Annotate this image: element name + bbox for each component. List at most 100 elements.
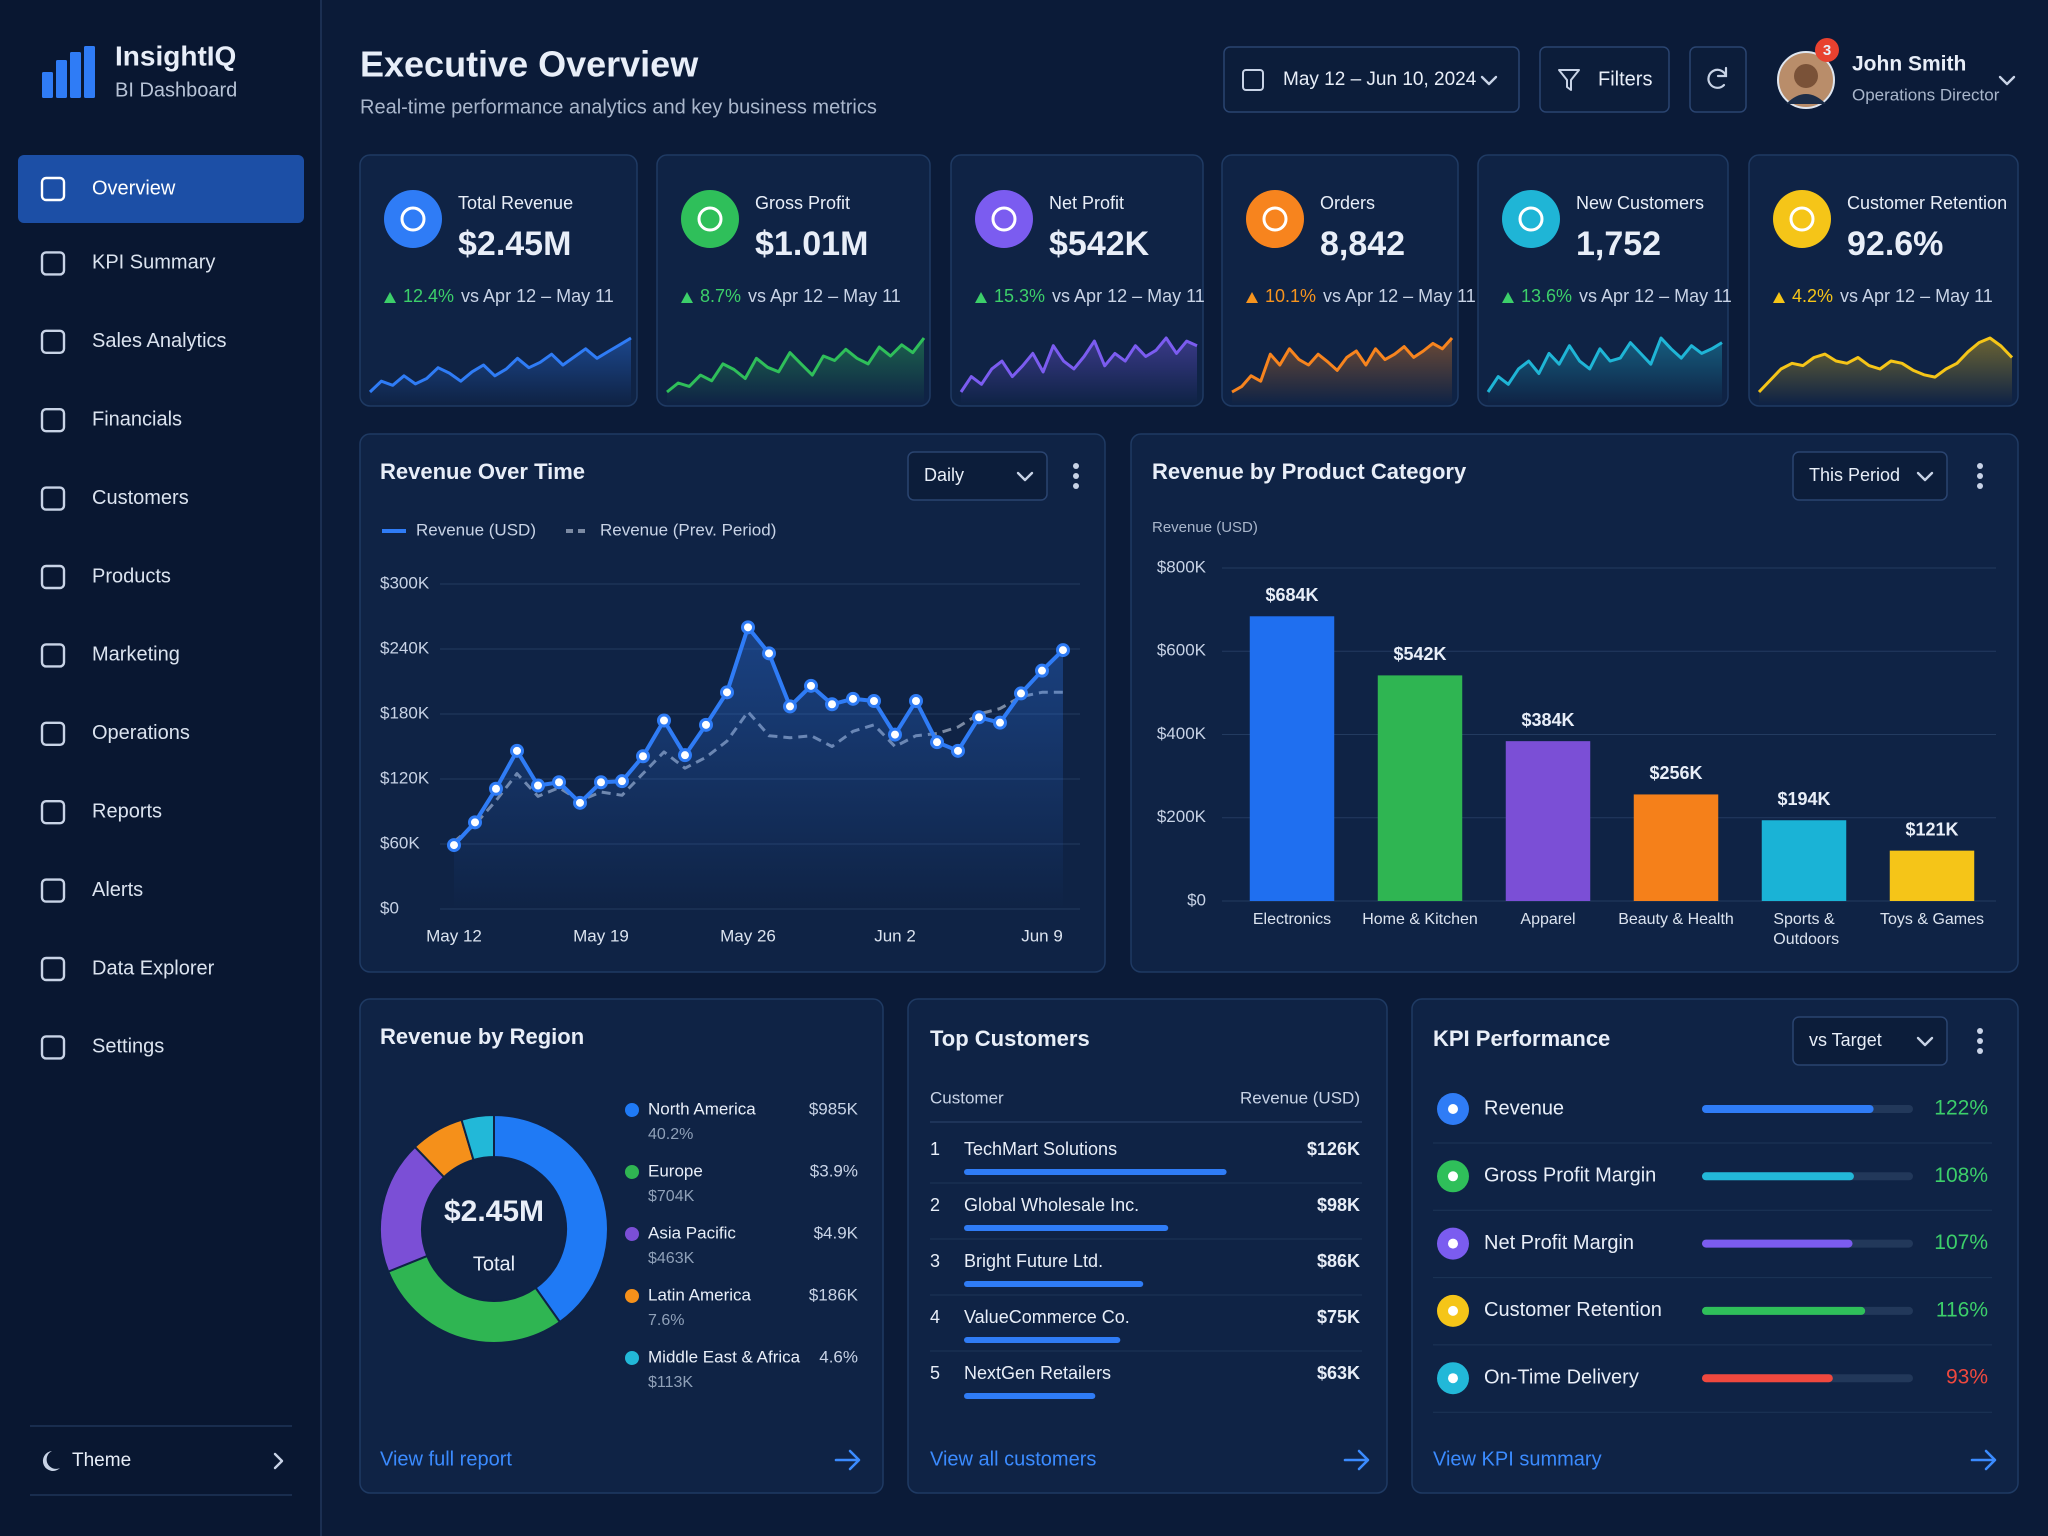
column-header: Customer	[930, 1088, 1004, 1107]
menu-dot	[1073, 473, 1079, 479]
dropdown[interactable]	[1792, 451, 1948, 501]
nav-label[interactable]: KPI Summary	[92, 252, 215, 274]
kpi-name: On-Time Delivery	[1484, 1366, 1639, 1388]
nav-label[interactable]: Reports	[92, 800, 162, 822]
kpi-icon	[1773, 190, 1831, 248]
nav-label[interactable]: Customers	[92, 487, 189, 509]
nav-icon	[40, 1035, 66, 1060]
kpi-change: 8.7%	[700, 286, 741, 306]
donut-total-label: Total	[473, 1253, 515, 1275]
nav-label[interactable]: Products	[92, 565, 171, 587]
menu-dot	[1977, 483, 1983, 489]
donut-segment	[460, 1113, 495, 1162]
trend-arrow	[1773, 292, 1785, 303]
nav-active	[18, 155, 304, 223]
link[interactable]: View full report	[380, 1448, 512, 1470]
data-label: $256K	[1649, 763, 1702, 783]
link[interactable]: View all customers	[930, 1448, 1096, 1470]
logo-bar	[70, 52, 81, 98]
legend-detail: 7.6%	[648, 1312, 684, 1329]
kpi-percent: 116%	[1936, 1298, 1988, 1321]
point	[489, 781, 503, 796]
moon-icon	[42, 1451, 60, 1471]
chevron-icon	[1016, 471, 1034, 482]
nav-item[interactable]	[18, 857, 304, 925]
link[interactable]: View KPI summary	[1433, 1448, 1602, 1470]
kpi-name: Revenue	[1484, 1097, 1564, 1119]
kpi-change: 10.1%	[1265, 286, 1316, 306]
nav-label[interactable]: Data Explorer	[92, 957, 215, 979]
donut-total: $2.45M	[444, 1195, 544, 1228]
nav-label[interactable]: Sales Analytics	[92, 330, 227, 352]
y-tick-label: $60K	[380, 833, 420, 852]
dropdown[interactable]	[1792, 1016, 1948, 1066]
page-title: Executive Overview	[360, 44, 699, 85]
bar	[1889, 850, 1975, 901]
nav-icon	[40, 878, 66, 903]
kpi-value: $1.01M	[755, 225, 868, 263]
kpi-icon	[681, 190, 739, 248]
point	[678, 748, 692, 763]
menu-dot	[1073, 483, 1079, 489]
nav-label[interactable]: Settings	[92, 1036, 164, 1058]
customer-revenue: $126K	[1307, 1139, 1360, 1159]
kpi-change: 15.3%	[994, 286, 1045, 306]
chart-panel	[359, 998, 884, 1494]
chevron-icon	[1998, 75, 2016, 86]
calendar-icon	[1242, 69, 1264, 91]
kpi-icon	[1502, 190, 1560, 248]
nav-label[interactable]: Marketing	[92, 644, 180, 666]
theme-toggle[interactable]: Theme	[72, 1450, 131, 1471]
customer-revenue: $75K	[1317, 1307, 1360, 1327]
point	[825, 697, 839, 712]
trend-arrow	[1502, 292, 1514, 303]
progress-bar	[1702, 1374, 1833, 1383]
legend-label: Asia Pacific	[648, 1223, 736, 1242]
chevron-icon	[1916, 1036, 1934, 1047]
chart-title: Revenue by Product Category	[1152, 459, 1467, 484]
kpi-label: Gross Profit	[755, 193, 850, 213]
kpi-icon-glyph	[697, 206, 723, 232]
y-tick-label: $0	[1187, 890, 1206, 909]
x-tick-label: Apparel	[1520, 911, 1575, 928]
nav-icon	[40, 956, 66, 982]
kpi-icon-glyph	[1518, 206, 1544, 232]
filters-button[interactable]	[1539, 46, 1670, 113]
refresh-icon	[1707, 66, 1728, 89]
revenue-bar	[964, 1393, 1096, 1399]
y-tick-label: $120K	[380, 768, 430, 787]
sparkline-area	[961, 338, 1197, 404]
legend-detail: $463K	[648, 1250, 695, 1267]
x-tick-label: Toys & Games	[1880, 911, 1984, 928]
nav-label[interactable]: Financials	[92, 408, 182, 430]
customer-name: TechMart Solutions	[964, 1139, 1117, 1159]
x-tick-label: Beauty & Health	[1618, 911, 1734, 928]
sparkline	[368, 336, 632, 394]
refresh-button[interactable]	[1689, 46, 1747, 113]
kpi-name: Customer Retention	[1484, 1299, 1662, 1321]
legend-label: Revenue (Prev. Period)	[600, 520, 776, 539]
point	[552, 775, 566, 790]
arrow-icon	[1970, 1449, 1997, 1471]
nav-label[interactable]: Alerts	[92, 879, 143, 901]
legend-label: North America	[648, 1099, 756, 1118]
data-label: $194K	[1777, 789, 1830, 809]
point	[867, 694, 881, 708]
sparkline-area	[667, 338, 924, 404]
kpi-icon-glyph	[1448, 1238, 1458, 1249]
dropdown[interactable]	[907, 451, 1048, 501]
chevron-icon	[1916, 471, 1934, 482]
kpi-label: New Customers	[1576, 193, 1704, 213]
rank: 4	[930, 1307, 940, 1327]
kpi-change: 4.2%	[1792, 286, 1833, 306]
nav-label[interactable]: Overview	[92, 177, 176, 199]
date-picker[interactable]	[1223, 46, 1520, 113]
data-label: $684K	[1265, 585, 1318, 605]
sparkline-area	[370, 338, 631, 404]
point	[699, 717, 713, 732]
rank: 3	[930, 1251, 940, 1271]
bar	[1761, 820, 1847, 901]
revenue-bar	[964, 1225, 1169, 1231]
legend-label: Latin America	[648, 1285, 752, 1304]
nav-label[interactable]: Operations	[92, 722, 190, 744]
